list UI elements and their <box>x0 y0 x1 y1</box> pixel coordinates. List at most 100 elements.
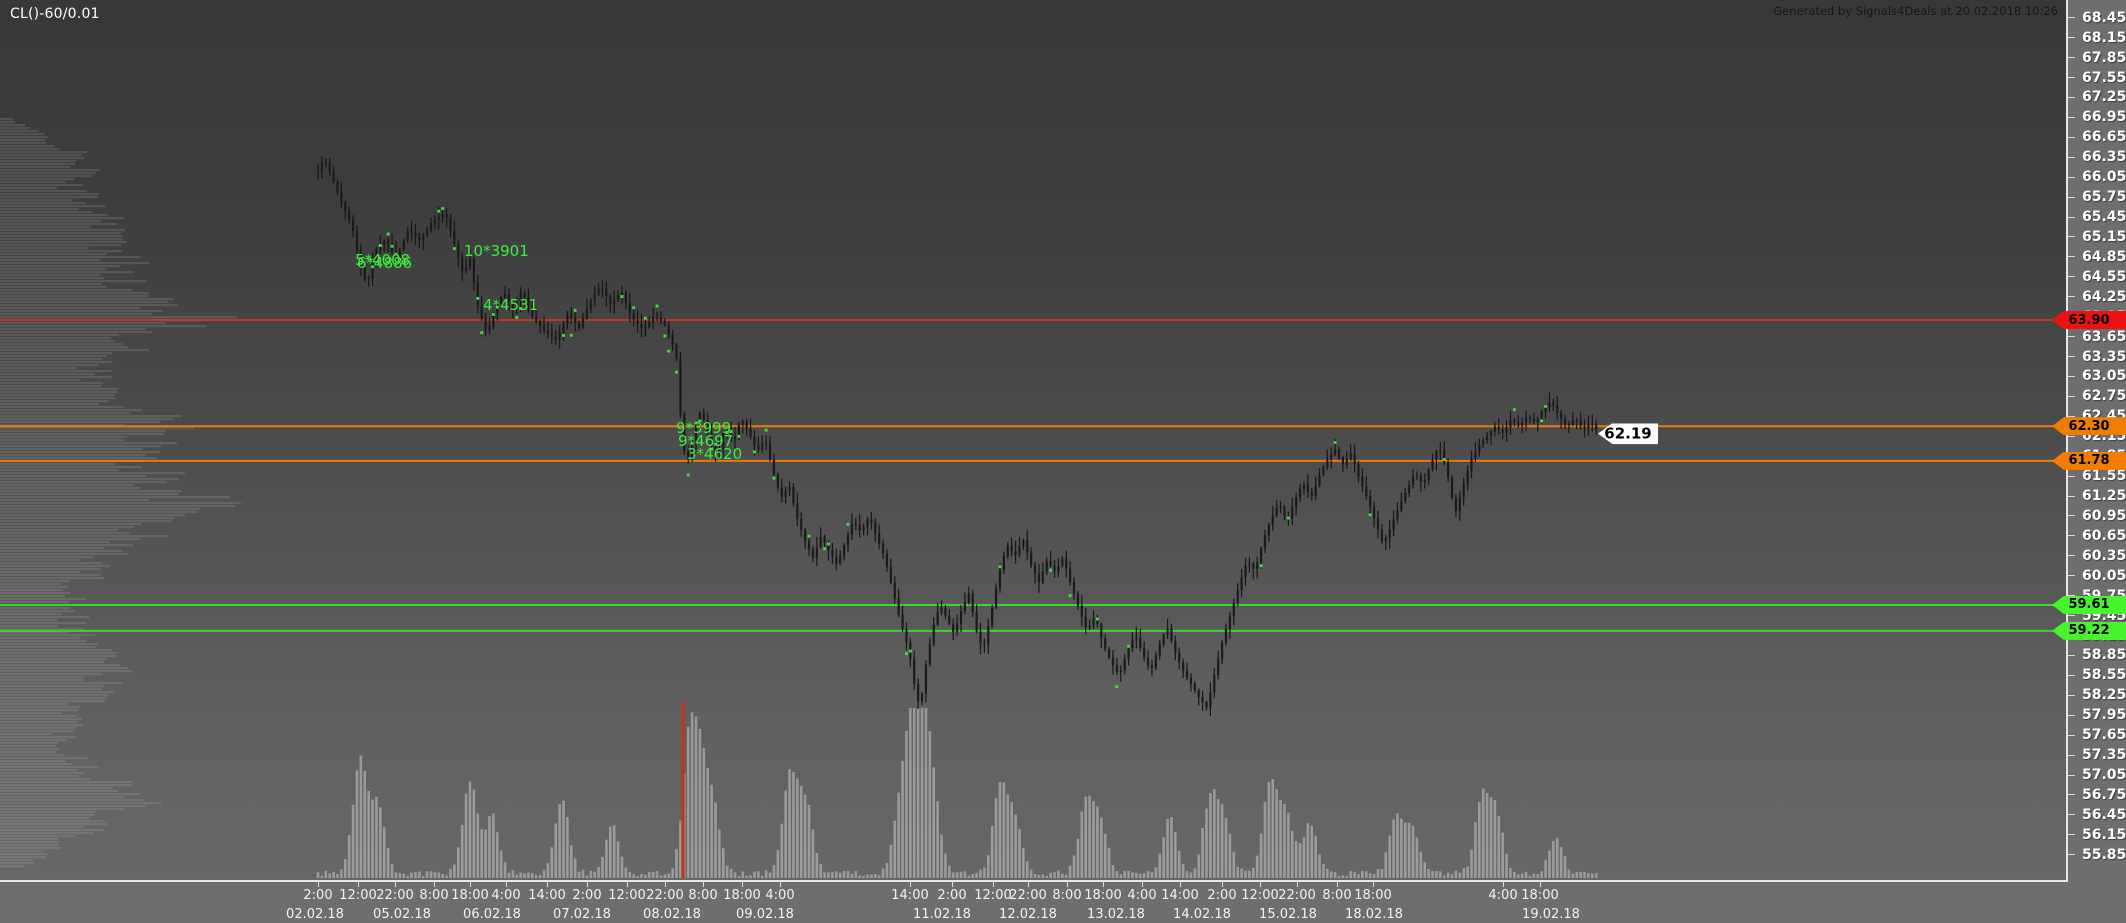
annotation-label: 6*4886 <box>357 254 412 272</box>
date-label: 18.02.18 <box>1345 907 1403 922</box>
time-tick-label: 18:00 <box>1354 888 1392 903</box>
price-tick-label: 67.85 <box>2082 49 2126 66</box>
time-tick <box>1337 880 1338 887</box>
price-tick <box>2068 415 2075 417</box>
time-tick-label: 22:00 <box>646 888 684 903</box>
plot-area[interactable]: 5*4008 6*4886 10*3901 4*4531 9*3999 9*4697 3*4… <box>0 0 2068 882</box>
price-tick-label: 61.25 <box>2082 488 2126 505</box>
price-tick-label: 68.45 <box>2082 9 2126 26</box>
price-tick-label: 64.25 <box>2082 288 2126 305</box>
price-tick-label: 62.75 <box>2082 388 2126 405</box>
date-label: 13.02.18 <box>1087 907 1145 922</box>
price-tick <box>2068 96 2075 98</box>
price-tick <box>2068 595 2075 597</box>
time-tick <box>1067 880 1068 887</box>
price-tick-label: 60.65 <box>2082 527 2126 544</box>
date-label: 11.02.18 <box>913 907 971 922</box>
time-tick-label: 4:00 <box>1488 888 1518 903</box>
time-tick <box>1028 880 1029 887</box>
time-tick-label: 22:00 <box>376 888 414 903</box>
price-tick <box>2068 256 2075 258</box>
price-tick-label: 63.05 <box>2082 368 2126 385</box>
price-tick <box>2068 375 2075 377</box>
price-tick-label: 67.55 <box>2082 69 2126 86</box>
time-tick <box>318 880 319 887</box>
price-tick <box>2068 555 2075 557</box>
price-tick <box>2068 814 2075 816</box>
price-tick-label: 65.75 <box>2082 189 2126 206</box>
time-tick-label: 22:00 <box>1009 888 1047 903</box>
time-tick-label: 14:00 <box>1161 888 1199 903</box>
annotation-label: 10*3901 <box>464 242 529 260</box>
time-tick <box>910 880 911 887</box>
annotation-label: 5*4008 <box>355 251 410 269</box>
price-tick <box>2068 674 2075 676</box>
price-tick-label: 68.15 <box>2082 29 2126 46</box>
date-label: 14.02.18 <box>1173 907 1231 922</box>
price-tick-label: 56.75 <box>2082 786 2126 803</box>
date-label: 15.02.18 <box>1259 907 1317 922</box>
current-price-tag: 62.19 <box>1598 423 1658 445</box>
price-tick-label: 57.95 <box>2082 707 2126 724</box>
level-tag-62-30: 62.30 <box>2052 417 2126 436</box>
annotation-label: 4*4531 <box>483 296 538 314</box>
price-tick <box>2068 395 2075 397</box>
time-tick-label: 14:00 <box>891 888 929 903</box>
generated-by-label: Generated by Signals4Deals at 20.02.2018… <box>1773 4 2058 18</box>
price-tick-label: 66.65 <box>2082 129 2126 146</box>
time-tick-label: 12:00 <box>339 888 377 903</box>
time-tick <box>1103 880 1104 887</box>
time-tick <box>993 880 994 887</box>
price-tick-label: 61.55 <box>2082 468 2126 485</box>
price-tick <box>2068 37 2075 39</box>
price-tick <box>2068 156 2075 158</box>
time-tick <box>358 880 359 887</box>
time-tick <box>547 880 548 887</box>
price-tick-label: 60.95 <box>2082 507 2126 524</box>
time-axis[interactable]: 2:00 12:00 22:00 8:00 18:00 4:00 14:00 2:00 12:0… <box>0 880 2066 923</box>
signal-markers <box>371 207 1547 689</box>
price-tick <box>2068 356 2075 358</box>
price-tick-label: 58.25 <box>2082 687 2126 704</box>
price-tick <box>2068 475 2075 477</box>
price-tick <box>2068 734 2075 736</box>
price-tick-label: 63.35 <box>2082 348 2126 365</box>
date-label: 06.02.18 <box>463 907 521 922</box>
price-axis[interactable]: 68.45 68.15 67.85 67.55 67.25 66.95 66.65 66.35… <box>2068 0 2126 880</box>
date-label: 12.02.18 <box>999 907 1057 922</box>
price-tick <box>2068 236 2075 238</box>
price-tick <box>2068 535 2075 537</box>
price-tick <box>2068 575 2075 577</box>
price-bars <box>316 156 1598 716</box>
price-tick <box>2068 196 2075 198</box>
price-tick-label: 55.85 <box>2082 846 2126 863</box>
price-tick-label: 67.25 <box>2082 89 2126 106</box>
price-tick-label: 56.45 <box>2082 806 2126 823</box>
time-tick <box>1297 880 1298 887</box>
annotation-label: 3*4620 <box>687 445 742 463</box>
price-tick <box>2068 336 2075 338</box>
price-tick <box>2068 276 2075 278</box>
current-price-value: 62.19 <box>1604 424 1652 443</box>
date-label: 02.02.18 <box>286 907 344 922</box>
price-tick <box>2068 694 2075 696</box>
price-tick <box>2068 136 2075 138</box>
time-tick-label: 12:00 <box>608 888 646 903</box>
price-tick <box>2068 296 2075 298</box>
price-tick-label: 64.85 <box>2082 248 2126 265</box>
price-tick-label: 57.05 <box>2082 767 2126 784</box>
price-tick <box>2068 77 2075 79</box>
time-tick-label: 18:00 <box>1084 888 1122 903</box>
time-tick-label: 22:00 <box>1278 888 1316 903</box>
time-tick <box>665 880 666 887</box>
time-tick-label: 18:00 <box>1521 888 1559 903</box>
date-label: 07.02.18 <box>553 907 611 922</box>
volume-histogram <box>316 708 1598 878</box>
price-tick <box>2068 794 2075 796</box>
annotation-label: 9*4697 <box>678 432 733 450</box>
date-label: 09.02.18 <box>736 907 794 922</box>
price-tick <box>2068 714 2075 716</box>
